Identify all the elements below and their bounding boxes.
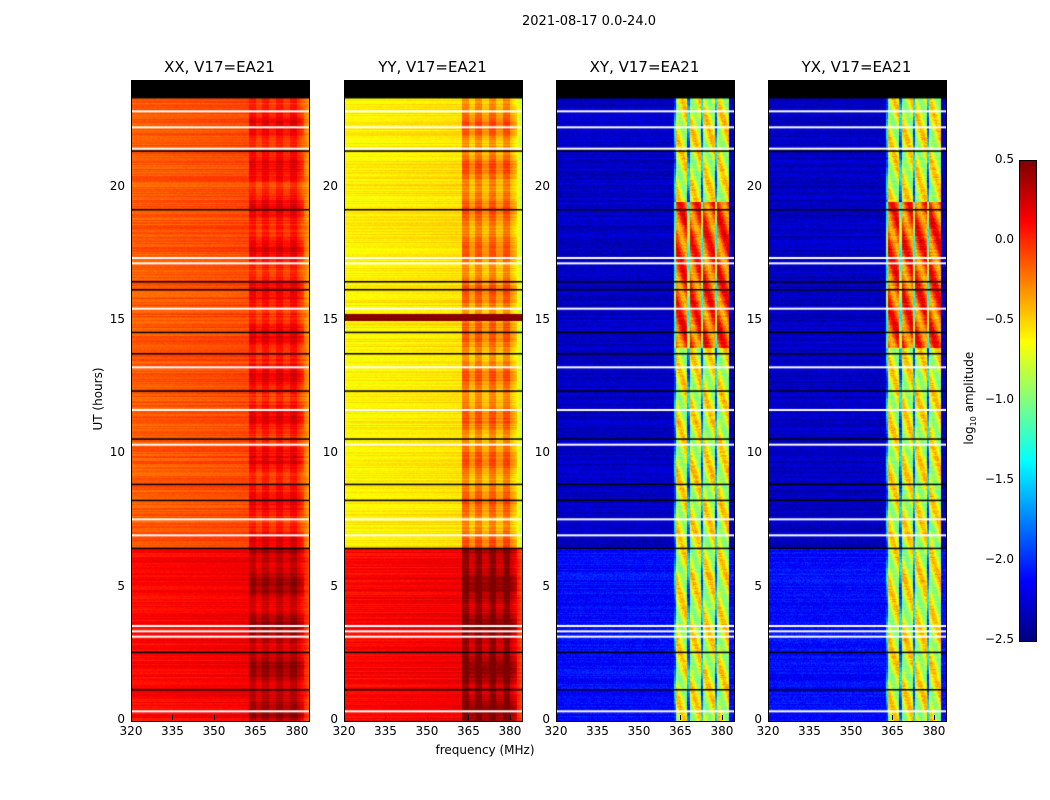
y-axis-label: UT (hours) [91,367,105,431]
heatmap-0 [131,80,310,722]
x-tick-mark [597,715,599,720]
x-tick-label: 320 [119,724,143,738]
y-tick-label: 10 [109,445,125,460]
suptitle: 2021-08-17 0.0-24.0 [522,14,656,29]
x-tick-mark [768,715,769,720]
x-tick-mark [680,715,682,720]
x-tick-label: 380 [710,724,734,738]
x-tick-mark [344,715,345,720]
x-tick-mark [892,715,894,720]
x-tick-mark [296,715,298,720]
panel-title: YX, V17=EA21 [801,58,912,76]
x-tick-label: 365 [881,724,904,738]
colorbar-tick-label: −0.5 [984,312,1014,326]
y-tick-label: 10 [746,445,762,460]
colorbar [1019,160,1037,642]
y-tick-label: 20 [109,178,125,193]
x-tick-label: 320 [756,724,780,738]
y-tick-label: 5 [330,578,338,593]
x-tick-label: 365 [669,724,692,738]
y-tick-label: 10 [322,445,338,460]
x-tick-label: 350 [627,724,651,738]
heatmap-2 [556,80,735,722]
x-tick-mark [131,715,132,720]
y-tick-label: 5 [117,578,125,593]
x-tick-label: 335 [586,724,609,738]
x-tick-label: 335 [798,724,821,738]
x-tick-mark [509,715,511,720]
x-axis-label: frequency (MHz) [435,743,535,757]
x-tick-mark [255,715,257,720]
x-tick-mark [385,715,387,720]
x-tick-label: 380 [285,724,309,738]
x-tick-mark [933,715,935,720]
panel-title: XY, V17=EA21 [589,58,700,76]
x-tick-mark [850,715,852,720]
x-tick-label: 380 [498,724,522,738]
x-tick-mark [721,715,723,720]
heatmap-3 [768,80,947,722]
colorbar-label: log10 amplitude [961,351,979,445]
y-tick-label: 20 [322,178,338,193]
colorbar-tick-label: −2.0 [984,552,1014,566]
y-tick-label: 15 [322,312,338,326]
x-tick-mark [426,715,428,720]
x-tick-label: 320 [332,724,356,738]
x-tick-label: 380 [922,724,946,738]
colorbar-tick-label: 0.5 [994,152,1014,166]
y-tick-label: 0 [117,712,125,726]
colorbar-tick-label: −2.5 [984,632,1014,646]
colorbar-tick-label: −1.5 [984,472,1014,486]
x-tick-label: 335 [374,724,397,738]
panel-title: XX, V17=EA21 [164,58,275,76]
y-tick-label: 10 [534,445,550,460]
panel-title: YY, V17=EA21 [378,58,487,76]
x-tick-mark [556,715,557,720]
y-tick-label: 5 [754,578,762,593]
x-tick-mark [172,715,174,720]
y-tick-label: 15 [534,312,550,326]
x-tick-mark [638,715,640,720]
y-tick-label: 15 [746,312,762,326]
y-tick-label: 15 [109,312,125,326]
y-tick-label: 20 [746,178,762,193]
heatmap-1 [344,80,523,722]
x-tick-label: 350 [839,724,863,738]
x-tick-label: 365 [244,724,267,738]
x-tick-mark [468,715,470,720]
y-tick-label: 20 [534,178,550,193]
y-tick-label: 5 [542,578,550,593]
colorbar-tick-label: 0.0 [994,232,1014,246]
y-tick-label: 0 [754,712,762,726]
colorbar-tick-label: −1.0 [984,392,1014,406]
x-tick-mark [213,715,215,720]
y-tick-label: 0 [330,712,338,726]
x-tick-label: 350 [202,724,226,738]
x-tick-label: 365 [457,724,480,738]
y-tick-label: 0 [542,712,550,726]
x-tick-label: 350 [415,724,439,738]
x-tick-label: 335 [161,724,184,738]
x-tick-label: 320 [544,724,568,738]
x-tick-mark [809,715,811,720]
